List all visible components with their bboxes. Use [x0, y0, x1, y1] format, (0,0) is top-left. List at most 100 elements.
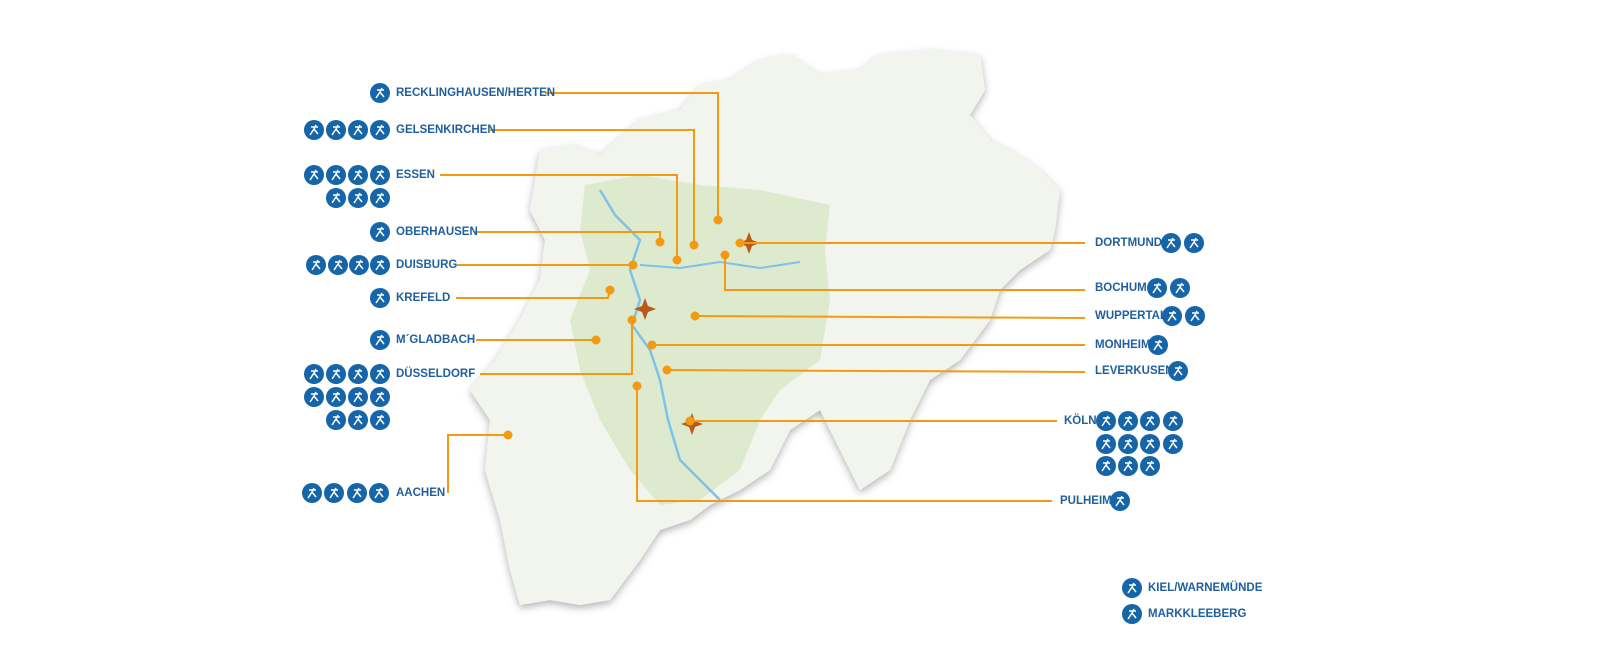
- city-label: MONHEIM: [1095, 339, 1151, 351]
- connector-line: [480, 320, 633, 375]
- sport-icon-figure: [1123, 438, 1133, 450]
- city-label: AACHEN: [396, 487, 445, 499]
- city-label: LEVERKUSEN: [1095, 365, 1174, 377]
- sport-icon-figure: [1145, 438, 1155, 450]
- sport-icon-figure: [353, 414, 363, 426]
- sport-icon-figure: [1123, 415, 1133, 427]
- city-dot: [672, 255, 682, 265]
- river: [639, 260, 801, 270]
- city-label: GELSENKIRCHEN: [396, 124, 496, 136]
- sport-icon-figure: [331, 192, 341, 204]
- city-label: M´GLADBACH: [396, 334, 475, 346]
- sport-icon-figure: [353, 124, 363, 136]
- city-label: ESSEN: [396, 169, 435, 181]
- city-dot: [632, 381, 642, 391]
- city-label: KÖLN: [1064, 414, 1097, 427]
- river: [598, 189, 721, 501]
- sport-icon-figure: [375, 124, 385, 136]
- sport-icon-figure: [1167, 310, 1177, 322]
- sport-icon-figure: [375, 368, 385, 380]
- city-dot: [591, 335, 601, 345]
- sport-icon-figure: [353, 192, 363, 204]
- sport-icon-figure: [329, 487, 339, 499]
- sport-icon-figure: [1173, 365, 1183, 377]
- sport-icon-figure: [309, 124, 319, 136]
- sport-icon-figure: [331, 124, 341, 136]
- sport-icon-figure: [1127, 582, 1137, 594]
- sport-icon-figure: [1168, 415, 1178, 427]
- sport-icon-figure: [354, 259, 364, 271]
- sport-icon-figure: [1190, 310, 1200, 322]
- connector-line: [545, 92, 719, 220]
- city-label: BOCHUM: [1095, 282, 1147, 294]
- city-label: KREFELD: [396, 292, 450, 304]
- venue-label: KIEL/WARNEMÜNDE: [1148, 581, 1263, 594]
- sport-icon-figure: [1166, 237, 1176, 249]
- sport-icon-figure: [375, 87, 385, 99]
- sport-icon-figure: [333, 259, 343, 271]
- sport-icon-figure: [331, 169, 341, 181]
- sport-icon-figure: [1145, 415, 1155, 427]
- sport-icon-figure: [1115, 495, 1125, 507]
- city-dot: [647, 340, 657, 350]
- sport-icon-figure: [331, 368, 341, 380]
- sport-icon-figure: [1123, 460, 1133, 472]
- labels-layer: RECKLINGHAUSEN/HERTEN GELSENKIRCHEN ESSEN O…: [302, 83, 1263, 624]
- city-dot: [662, 365, 672, 375]
- city-label: RECKLINGHAUSEN/HERTEN: [396, 87, 555, 99]
- sport-icon-figure: [375, 169, 385, 181]
- city-label: PULHEIM: [1060, 495, 1112, 507]
- city-dot: [627, 315, 637, 325]
- sport-icon-figure: [353, 169, 363, 181]
- sport-icon-figure: [375, 292, 385, 304]
- sport-icon-figure: [1175, 282, 1185, 294]
- sport-icon-figure: [331, 414, 341, 426]
- city-dot: [685, 416, 695, 426]
- connector-line: [724, 255, 1085, 291]
- sport-icon-figure: [375, 414, 385, 426]
- city-label: OBERHAUSEN: [396, 226, 478, 238]
- connector-line: [666, 369, 1086, 373]
- city-label: WUPPERTAL: [1095, 310, 1167, 322]
- city-dot: [655, 237, 665, 247]
- sport-icon-figure: [353, 368, 363, 380]
- sport-icon-figure: [309, 169, 319, 181]
- sport-icon-figure: [1127, 608, 1137, 620]
- sport-icon-figure: [1101, 460, 1111, 472]
- connector-line: [490, 129, 695, 245]
- city-dot: [605, 285, 615, 295]
- city-dot: [713, 215, 723, 225]
- sport-icon-figure: [1152, 282, 1162, 294]
- city-dot: [689, 240, 699, 250]
- connector-line: [694, 315, 1086, 319]
- venue-label: MARKKLEEBERG: [1148, 608, 1246, 620]
- sport-icon-figure: [309, 391, 319, 403]
- sport-icon-figure: [353, 391, 363, 403]
- city-dot: [503, 430, 513, 440]
- city-label: DÜSSELDORF: [396, 367, 475, 380]
- sport-icon-figure: [331, 391, 341, 403]
- sport-icon-figure: [352, 487, 362, 499]
- sport-icon-figure: [375, 391, 385, 403]
- city-dot: [628, 260, 638, 270]
- sport-icon-figure: [311, 259, 321, 271]
- sport-icon-figure: [307, 487, 317, 499]
- sport-icon-figure: [375, 192, 385, 204]
- connector-line: [447, 434, 508, 493]
- city-label: DORTMUND: [1095, 237, 1162, 249]
- sport-icon-figure: [375, 334, 385, 346]
- sport-icon-figure: [1145, 460, 1155, 472]
- sport-icon-figure: [1168, 438, 1178, 450]
- sport-icon-figure: [1101, 415, 1111, 427]
- sport-icon-figure: [1101, 438, 1111, 450]
- sport-icon-figure: [1153, 339, 1163, 351]
- sport-icon-figure: [1189, 237, 1199, 249]
- sport-icon-figure: [309, 368, 319, 380]
- connector-line: [636, 386, 1052, 502]
- city-dot: [720, 250, 730, 260]
- connector-line: [440, 174, 678, 260]
- sport-icon-figure: [374, 487, 384, 499]
- sport-icon-figure: [375, 259, 385, 271]
